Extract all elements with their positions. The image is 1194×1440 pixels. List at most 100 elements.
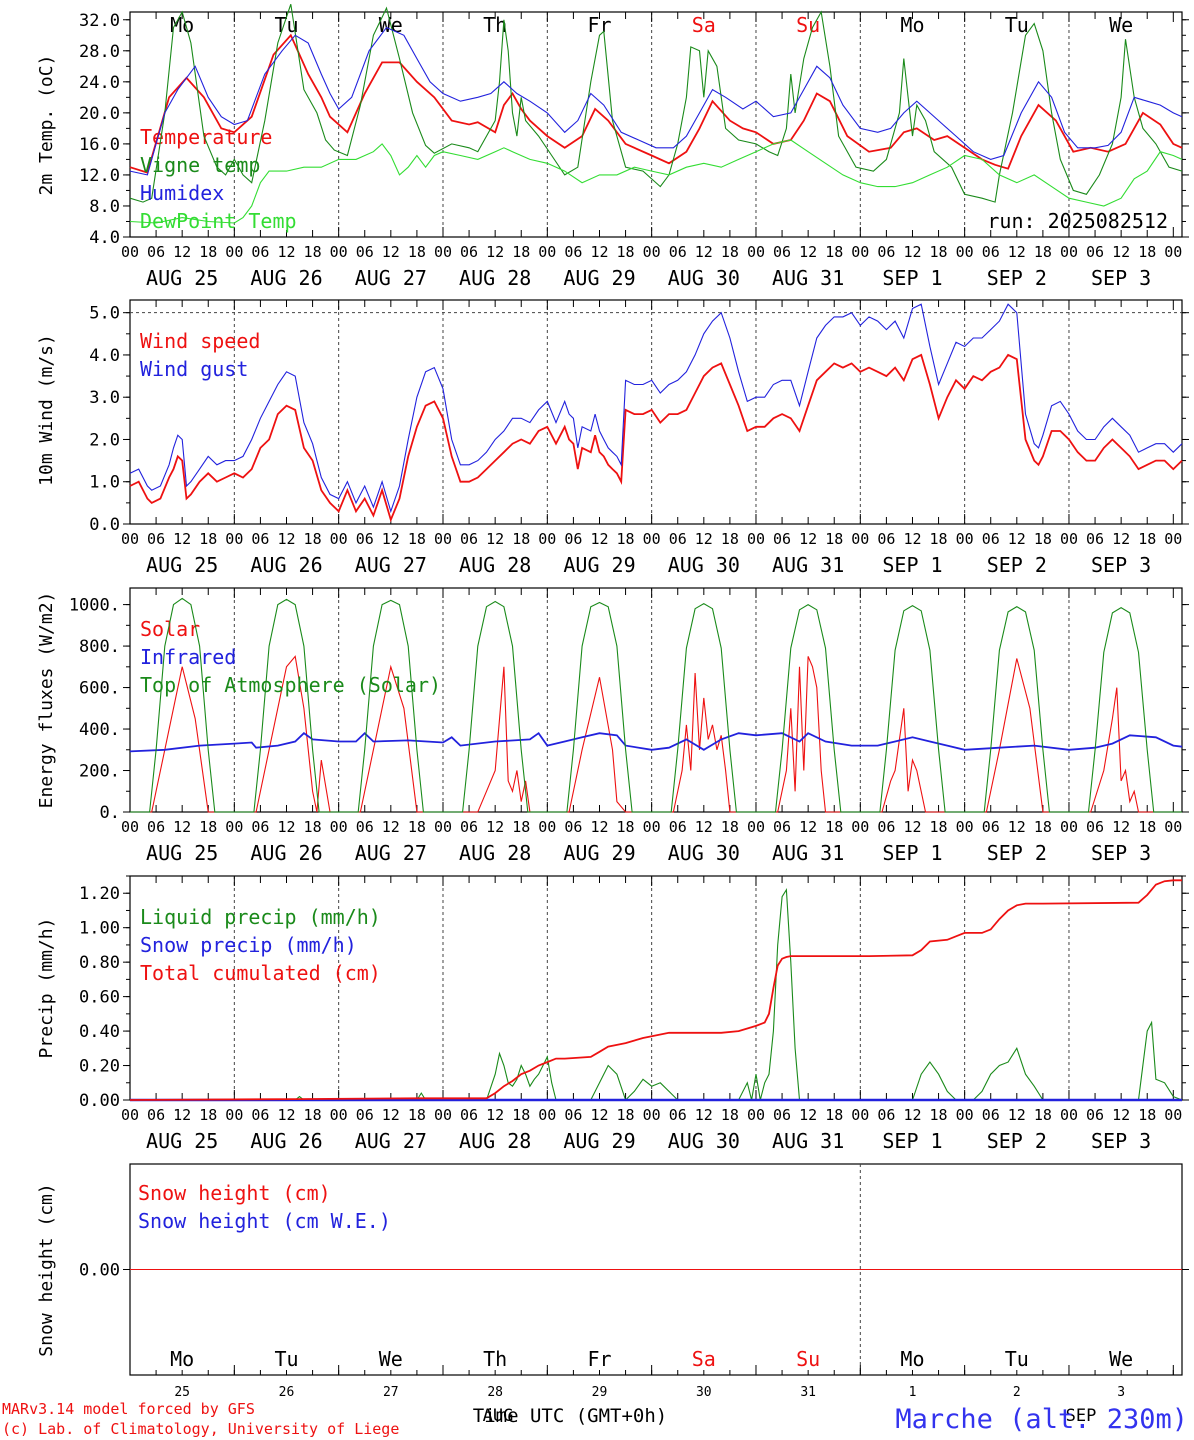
weekday-label: Mo xyxy=(170,1347,194,1371)
month-label-aug: AUG xyxy=(483,1406,514,1426)
hour-tick-label: 12 xyxy=(903,243,921,261)
weekday-label: We xyxy=(1109,1347,1133,1371)
weekday-label: Tu xyxy=(1005,1347,1029,1371)
hour-tick-label: 12 xyxy=(1112,243,1130,261)
weekday-label: Sa xyxy=(692,13,716,37)
hour-tick-label: 18 xyxy=(617,243,635,261)
hour-tick-label: 06 xyxy=(564,243,582,261)
footer: MARv3.14 model forced by GFS (c) Lab. of … xyxy=(2,1400,1188,1438)
hour-tick-label: 18 xyxy=(512,243,530,261)
hour-tick-label: 06 xyxy=(251,818,269,836)
y-tick-label: 24.0 xyxy=(79,73,120,93)
hour-tick-label: 12 xyxy=(799,530,817,548)
date-label: SEP 2 xyxy=(987,266,1047,290)
hour-tick-label: 00 xyxy=(643,1106,661,1124)
hour-tick-label: 00 xyxy=(1164,818,1182,836)
day-number: 25 xyxy=(174,1385,190,1400)
hour-tick-label: 12 xyxy=(1008,243,1026,261)
y-tick-label: 200. xyxy=(79,762,120,782)
legend-entry: Wind gust xyxy=(140,357,248,381)
hour-tick-label: 00 xyxy=(1164,530,1182,548)
y-tick-label: 0.60 xyxy=(79,988,120,1008)
credit-line-2: (c) Lab. of Climatology, University of L… xyxy=(2,1420,399,1438)
date-label: SEP 2 xyxy=(987,1129,1047,1153)
hour-tick-label: 00 xyxy=(851,818,869,836)
date-label: SEP 1 xyxy=(882,266,942,290)
day-number: 27 xyxy=(383,1385,399,1400)
hour-tick-label: 00 xyxy=(1060,818,1078,836)
date-label: SEP 1 xyxy=(882,553,942,577)
legend-entry: Snow height (cm) xyxy=(138,1181,331,1205)
hour-tick-label: 06 xyxy=(460,1106,478,1124)
hour-tick-label: 18 xyxy=(617,530,635,548)
date-label: SEP 1 xyxy=(882,841,942,865)
hour-tick-label: 06 xyxy=(460,243,478,261)
hour-tick-label: 12 xyxy=(799,818,817,836)
series-line xyxy=(129,731,1183,753)
hour-tick-label: 00 xyxy=(747,243,765,261)
series-line xyxy=(130,655,1182,813)
hour-tick-label: 12 xyxy=(903,1106,921,1124)
hour-tick-label: 00 xyxy=(330,818,348,836)
run-label: run: 2025082512 xyxy=(987,209,1168,233)
hour-tick-label: 18 xyxy=(408,243,426,261)
hour-tick-label: 06 xyxy=(564,818,582,836)
hour-tick-label: 12 xyxy=(1112,530,1130,548)
hour-tick-label: 00 xyxy=(1164,1106,1182,1124)
hour-tick-label: 06 xyxy=(669,1106,687,1124)
hour-tick-label: 12 xyxy=(695,243,713,261)
series-line xyxy=(130,597,1182,813)
hour-tick-label: 18 xyxy=(930,1106,948,1124)
date-label: SEP 2 xyxy=(987,553,1047,577)
day-number: 2 xyxy=(1013,1385,1021,1400)
hour-tick-label: 00 xyxy=(330,1106,348,1124)
month-label-sep: SEP xyxy=(1066,1406,1097,1426)
hour-tick-label: 06 xyxy=(669,530,687,548)
hour-tick-label: 00 xyxy=(538,1106,556,1124)
date-label: AUG 28 xyxy=(459,266,531,290)
hour-tick-label: 06 xyxy=(564,1106,582,1124)
plot-frame xyxy=(129,11,1183,238)
hour-tick-label: 00 xyxy=(643,818,661,836)
hour-tick-label: 06 xyxy=(877,818,895,836)
day-number: 29 xyxy=(592,1385,608,1400)
legend-entry: Infrared xyxy=(140,645,236,669)
hour-tick-label: 00 xyxy=(643,243,661,261)
hour-tick-label: 18 xyxy=(1138,818,1156,836)
hour-tick-label: 06 xyxy=(356,530,374,548)
hour-tick-label: 18 xyxy=(199,243,217,261)
date-label: AUG 28 xyxy=(459,553,531,577)
panel-3: 0. 200. 400. 600. 800. 1000. Energy fluxes (W/… xyxy=(36,587,1189,865)
hour-tick-label: 12 xyxy=(1112,818,1130,836)
hour-tick-label: 00 xyxy=(330,530,348,548)
legend-entry: Vigne temp xyxy=(140,153,260,177)
hour-tick-label: 06 xyxy=(1086,243,1104,261)
hour-tick-label: 12 xyxy=(277,1106,295,1124)
hour-tick-label: 12 xyxy=(277,243,295,261)
y-axis-label: Precip (mm/h) xyxy=(36,918,57,1059)
hour-tick-label: 12 xyxy=(173,818,191,836)
y-tick-label: 5.0 xyxy=(89,304,120,324)
hour-tick-label: 12 xyxy=(1008,530,1026,548)
series-line xyxy=(129,353,1183,523)
y-axis-label: 10m Wind (m/s) xyxy=(36,334,57,486)
location-title: Marche (alt. 230m) xyxy=(895,1404,1188,1435)
hour-tick-label: 06 xyxy=(982,1106,1000,1124)
weekday-label: We xyxy=(1109,13,1133,37)
plot-frame xyxy=(129,587,1183,813)
y-tick-label: 0. xyxy=(100,803,120,823)
date-label: SEP 3 xyxy=(1091,266,1151,290)
hour-tick-label: 00 xyxy=(747,530,765,548)
date-label: AUG 29 xyxy=(563,266,635,290)
y-tick-label: 8.0 xyxy=(89,197,120,217)
weekday-label: Fr xyxy=(587,1347,611,1371)
series-line xyxy=(129,26,1183,176)
hour-tick-label: 18 xyxy=(199,530,217,548)
day-number: 26 xyxy=(279,1385,295,1400)
hour-tick-label: 06 xyxy=(147,530,165,548)
date-label: AUG 26 xyxy=(250,1129,322,1153)
hour-tick-label: 12 xyxy=(382,530,400,548)
day-number: 31 xyxy=(800,1385,816,1400)
hour-tick-label: 18 xyxy=(512,818,530,836)
hour-tick-label: 12 xyxy=(903,530,921,548)
